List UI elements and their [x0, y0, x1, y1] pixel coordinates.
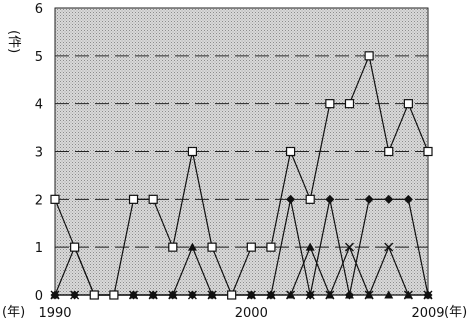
x-tick-label-2009: 2009 [411, 306, 444, 321]
y-tick-label-4: 4 [35, 98, 43, 113]
point-diamond-1991 [70, 290, 80, 300]
y-tick-label-3: 3 [35, 146, 43, 161]
point-square-2009 [423, 146, 433, 157]
point-square-1997 [187, 146, 198, 157]
point-diamond-1997 [187, 290, 197, 300]
point-square-2003 [305, 194, 315, 204]
point-diamond-1995 [148, 290, 158, 300]
point-square-1999 [227, 290, 237, 300]
point-triangle-2003 [305, 242, 315, 251]
x-axis-ticks: 1990 2000 2009 [38, 306, 444, 321]
point-triangle-2002 [286, 290, 296, 299]
point-diamond-1996 [168, 290, 178, 300]
point-diamond-2007 [384, 194, 394, 204]
point-triangle-2006 [364, 290, 374, 299]
point-square-2002 [285, 146, 296, 157]
point-triangle-1997 [187, 242, 197, 251]
point-diamond-2003 [305, 290, 315, 300]
y-axis-unit-label: (件) [6, 30, 21, 53]
point-square-2005 [344, 99, 355, 109]
point-square-1995 [148, 194, 158, 204]
point-square-1992 [89, 290, 99, 300]
x-tick-label-2000: 2000 [235, 306, 268, 321]
x-axis-unit-label-left: (年) [2, 305, 25, 320]
point-square-1998 [207, 242, 217, 252]
point-diamond-1994 [129, 290, 139, 300]
y-axis-ticks: 0 1 2 3 4 5 6 [35, 2, 43, 304]
y-tick-label-2: 2 [35, 193, 43, 208]
point-diamond-1990 [50, 290, 60, 300]
point-triangle-2007 [384, 290, 394, 299]
point-square-1996 [168, 242, 178, 252]
point-cross-2005-b [344, 242, 354, 252]
point-cross-2007-b [384, 242, 394, 252]
point-triangle-2004 [325, 290, 335, 299]
point-square-2007 [384, 146, 394, 157]
y-tick-label-1: 1 [35, 241, 43, 256]
point-square-2000 [246, 242, 256, 252]
point-diamond-2009 [423, 290, 433, 300]
point-square-1994 [128, 194, 139, 204]
point-diamond-2006 [364, 194, 374, 204]
point-cross-2005 [344, 242, 354, 252]
point-square-1993 [109, 290, 119, 300]
point-diamond-2005 [344, 290, 354, 300]
series-line-square [54, 53, 429, 297]
point-diamond-1998 [207, 290, 217, 300]
point-diamond-2001 [266, 290, 276, 300]
point-square-1990 [50, 194, 60, 204]
x-axis-unit-label-right: (年) [444, 305, 467, 320]
point-square-2004 [325, 99, 335, 109]
y-tick-label-6: 6 [35, 2, 43, 17]
point-square-2001 [266, 242, 276, 252]
point-square-1991 [70, 242, 80, 252]
point-triangle-2008 [403, 290, 413, 299]
point-diamond-2002 [286, 194, 296, 204]
x-tick-label-1990: 1990 [38, 306, 71, 321]
point-diamond-2000 [246, 290, 256, 300]
series-group [50, 51, 433, 300]
point-square-2008 [403, 99, 413, 109]
point-diamond-2004 [325, 194, 335, 204]
point-diamond-2008 [403, 194, 413, 204]
point-cross-2007 [384, 242, 394, 252]
point-square-2006 [364, 51, 374, 61]
y-tick-label-0: 0 [35, 289, 43, 304]
y-tick-label-5: 5 [35, 50, 43, 65]
